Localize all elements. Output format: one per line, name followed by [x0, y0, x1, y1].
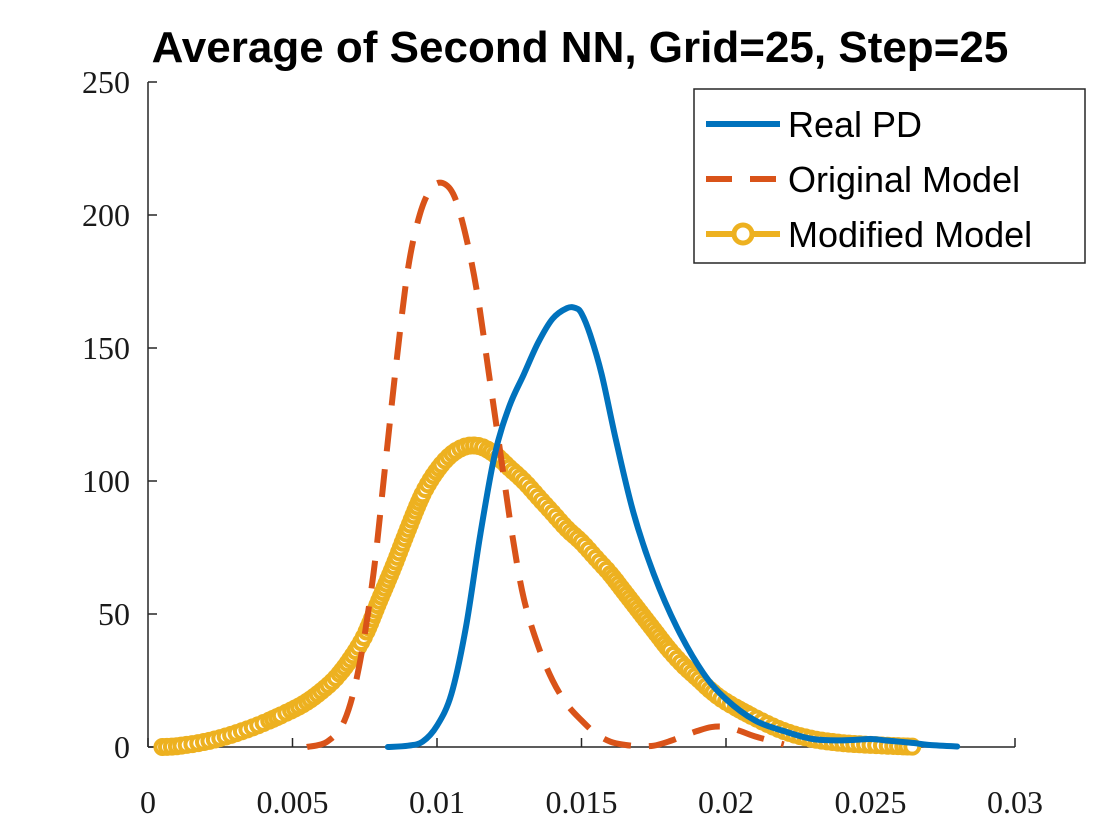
plot-area: 0 0.005 0.01 0.015 0.02 0.025 0.03 0 50 100 150 20… [82, 64, 1043, 820]
y-tick-label: 150 [82, 330, 130, 366]
series-1 [306, 179, 785, 750]
legend-item: Original Model [706, 159, 1020, 200]
y-ticks: 0 50 100 150 200 250 [82, 64, 157, 765]
x-tick-label: 0.025 [835, 784, 907, 820]
legend-label: Original Model [788, 159, 1020, 200]
y-tick-label: 250 [82, 64, 130, 100]
series-0 [384, 304, 961, 750]
y-tick-label: 50 [98, 596, 130, 632]
x-tick-label: 0.01 [409, 784, 465, 820]
series-2 [153, 436, 922, 756]
legend-label: Modified Model [788, 214, 1032, 255]
legend-marker [731, 222, 755, 246]
legend-item: Modified Model [706, 214, 1032, 255]
x-tick-label: 0.02 [698, 784, 754, 820]
legend-label: Real PD [788, 104, 922, 145]
legend-item: Real PD [706, 104, 922, 145]
series-line-real-pd [384, 304, 961, 750]
series-line-original-model [306, 179, 785, 750]
y-tick-label: 0 [114, 729, 130, 765]
x-tick-label: 0.015 [546, 784, 618, 820]
series-layer [153, 179, 961, 756]
y-tick-label: 100 [82, 463, 130, 499]
x-ticks: 0 0.005 0.01 0.015 0.02 0.025 0.03 [140, 738, 1043, 820]
x-tick-label: 0 [140, 784, 156, 820]
y-tick-label: 200 [82, 197, 130, 233]
legend: Real PD Original Model Modified Model [693, 88, 1086, 264]
x-tick-label: 0.005 [257, 784, 329, 820]
chart-title: Average of Second NN, Grid=25, Step=25 [152, 23, 1009, 72]
x-tick-label: 0.03 [987, 784, 1043, 820]
